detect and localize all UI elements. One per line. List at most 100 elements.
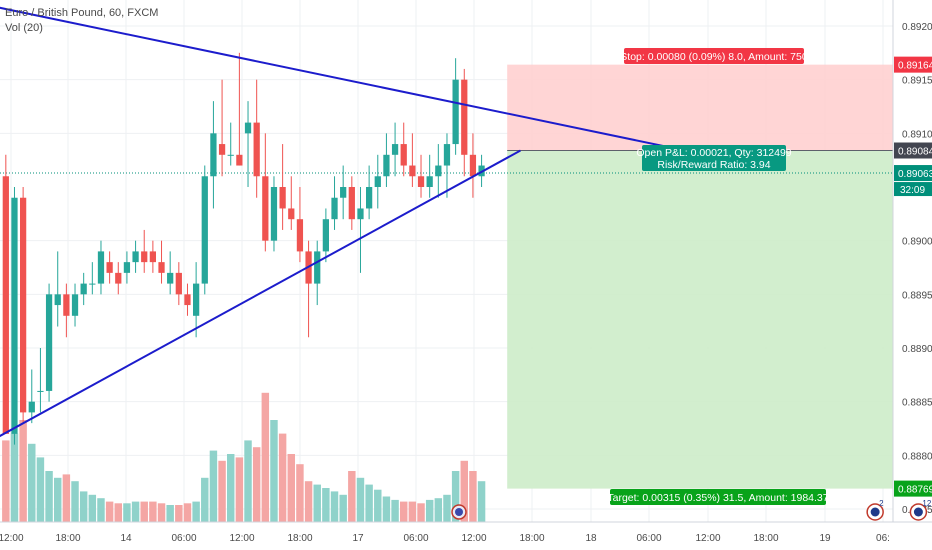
candle-body [461,79,468,155]
candle-body [184,294,191,306]
candle-body [2,176,9,434]
volume-bar [425,499,434,522]
candle-body [279,187,286,209]
volume-bar [209,450,218,522]
candle-body [227,154,234,156]
candle-body [89,283,96,285]
target-label[interactable]: Target: 0.00315 (0.35%) 31.5, Amount: 19… [607,489,829,505]
candle-body [123,262,131,273]
volume-bar [140,501,148,522]
candle-body [218,144,226,155]
stop-label-box [624,48,804,64]
candle-body [158,262,165,273]
volume-bar [235,457,244,522]
candle-body [141,251,148,263]
volume-bar [149,501,157,522]
open-pnl-label-text: Open P&L: 0.00021, Qty: 312499 [636,147,791,159]
candle-body [80,283,87,295]
volume-bar [244,440,252,522]
volume-bar [201,477,209,522]
candle-body [322,219,329,252]
candle-body [20,197,27,413]
target-label-text: Target: 0.00315 (0.35%) 31.5, Amount: 19… [607,492,828,504]
volume-bar [36,457,45,522]
candle-body [435,165,442,177]
time-tick-label: 06:00 [636,533,661,544]
time-tick-label: 18:00 [55,533,80,544]
candle-body [409,165,416,177]
volume-bar [45,471,53,522]
candle-body [149,251,156,263]
price-tag-current[interactable]: 0.89063 [898,169,932,180]
time-tick-label: 18:00 [753,533,778,544]
time-tick-label: 12:00 [461,533,486,544]
support-trendline[interactable] [0,149,521,445]
candle-body [348,187,355,220]
price-tag-entry[interactable]: 0.89084 [898,147,932,158]
time-tick-label: 12:00 [229,533,254,544]
price-tag-countdown: 32:09 [900,185,925,196]
time-tick-label: 18 [585,533,597,544]
volume-bar [157,503,166,522]
time-tick-label: 19 [819,533,831,544]
candle-body [296,219,304,252]
candle-body [469,154,477,177]
economic-event-flag [913,507,923,517]
volume-bar [166,505,174,522]
candle-body [167,272,174,284]
volume-bar [400,501,408,522]
time-tick-label: 17 [352,533,364,544]
candle-body [193,283,200,316]
volume-bar [2,440,10,522]
open-pnl-label-text: Risk/Reward Ratio: 3.94 [657,159,770,171]
candle-body [331,197,338,220]
volume-bar [88,494,97,522]
stop-zone [507,64,893,151]
volume-bar [408,501,417,522]
volume-bar [71,481,79,522]
candle-body [63,294,70,316]
volume-bar [175,505,183,522]
candle-body [132,251,139,263]
volume-bar [348,471,356,522]
stop-label[interactable]: Stop: 0.00080 (0.09%) 8.0, Amount: 750 [620,48,808,64]
candle-body [426,176,433,187]
volume-bar [287,454,295,522]
resistance-trendline[interactable] [0,5,686,152]
candle-body [115,272,122,284]
volume-bar [451,471,460,522]
volume-bar [477,481,486,522]
volume-bar [330,491,339,522]
time-tick-label: 18:00 [519,533,544,544]
volume-bar [97,498,105,522]
volume-bar [304,481,313,522]
open-pnl-label[interactable]: Open P&L: 0.00021, Qty: 312499Risk/Rewar… [636,145,792,171]
countdown-bg [894,182,932,197]
volume-bar [131,501,140,522]
volume-bar [339,494,347,522]
time-tick-label: 12:00 [0,533,24,544]
price-tag-entry-bg [894,142,932,159]
volume-bar [270,420,278,522]
candle-body [340,187,347,198]
candle-body [201,176,208,284]
candle-body [314,251,321,284]
volume-bar [460,460,468,522]
symbol-title[interactable]: Euro / British Pound, 60, FXCM [5,7,159,19]
time-tick-label: 12:00 [695,533,720,544]
volume-bar [356,477,365,522]
candle-body [288,208,295,220]
candle-body [374,176,381,187]
volume-indicator-label[interactable]: Vol (20) [5,22,43,34]
price-tag-target[interactable]: 0.88769 [898,485,932,496]
price-tag-stop[interactable]: 0.89164 [898,61,932,72]
candle-body [106,262,113,273]
event-badge: 2 [879,499,884,508]
